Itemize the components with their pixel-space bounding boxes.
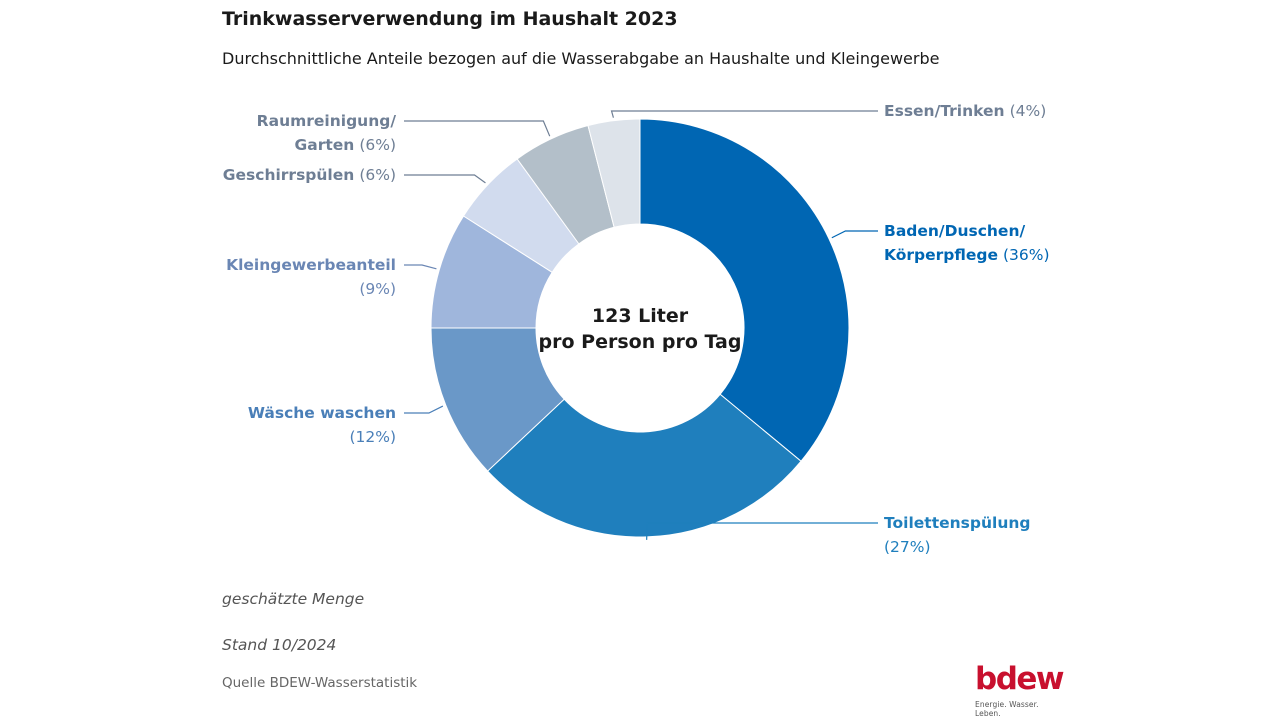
slice-label-0: Baden/Duschen/Körperpflege (36%): [884, 222, 1050, 264]
bdew-logo: bdew Energie. Wasser. Leben.: [975, 661, 1065, 719]
leader-line-4: [404, 174, 486, 184]
chart-subtitle: Durchschnittliche Anteile bezogen auf di…: [222, 49, 940, 68]
leader-line-6: [610, 110, 878, 118]
donut-slice-1: [486, 393, 802, 538]
slice-label-4: Geschirrspülen (6%): [223, 166, 396, 184]
leader-line-3: [404, 264, 437, 270]
slice-labels: Baden/Duschen/Körperpflege (36%) Toiletten…: [223, 102, 1050, 556]
leader-line-5: [404, 120, 551, 137]
note-estimate: geschätzte Menge: [222, 590, 365, 608]
logo-tagline: Energie. Wasser. Leben.: [975, 700, 1039, 718]
logo-wordmark: bdew: [975, 661, 1065, 697]
note-stand: Stand 10/2024: [222, 636, 337, 654]
leader-lines: [404, 110, 878, 540]
donut-slice-6: [587, 118, 641, 228]
leader-line-2: [404, 405, 444, 414]
slice-label-5: Raumreinigung/Garten (6%): [257, 112, 397, 154]
slice-label-1: Toilettenspülung (27%): [884, 514, 1031, 556]
donut-slices: [430, 118, 850, 538]
center-line-2: pro Person pro Tag: [539, 331, 742, 353]
slice-label-3: Kleingewerbeanteil (9%): [226, 256, 396, 298]
chart-title: Trinkwasserverwendung im Haushalt 2023: [222, 8, 678, 30]
slice-label-2: Wäsche waschen (12%): [248, 404, 396, 446]
leader-line-1: [646, 522, 878, 540]
donut-slice-0: [639, 118, 850, 462]
slice-label-6: Essen/Trinken (4%): [884, 102, 1046, 120]
source-note: Quelle BDEW-Wasserstatistik: [222, 675, 418, 691]
center-line-1: 123 Liter: [592, 305, 689, 327]
leader-line-0: [831, 230, 878, 239]
